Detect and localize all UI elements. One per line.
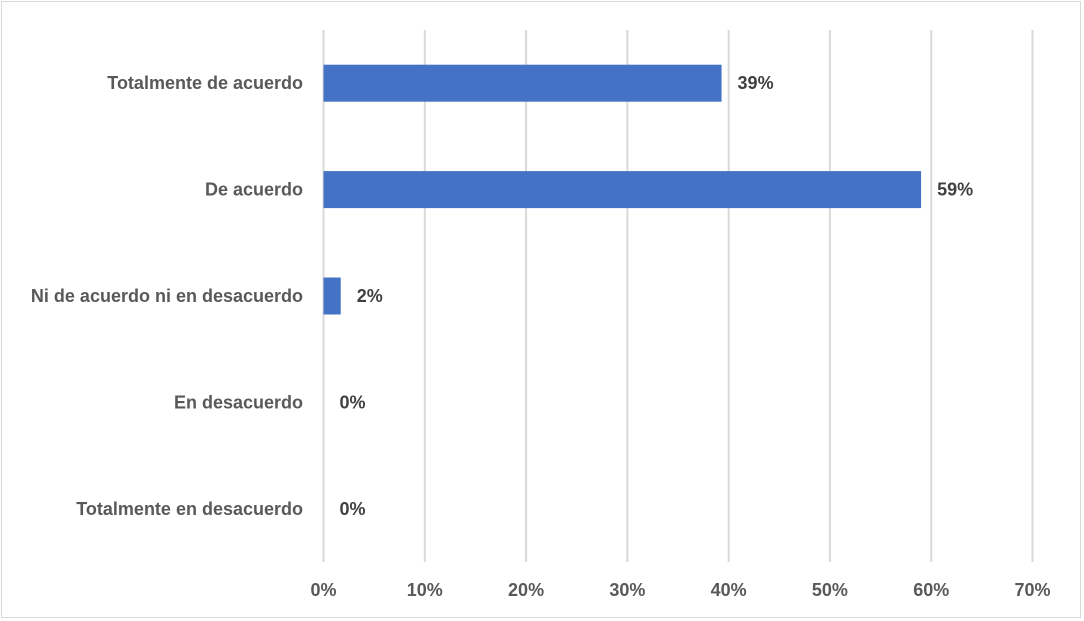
category-label: Totalmente de acuerdo	[107, 73, 303, 93]
bar	[323, 171, 922, 209]
data-label: 39%	[738, 73, 774, 93]
data-labels: 39% 59% 2% 0% 0%	[340, 73, 974, 519]
x-tick-labels: 0% 10% 20% 30% 40% 50% 60% 70%	[310, 580, 1050, 600]
category-label: En desacuerdo	[174, 392, 303, 412]
data-label: 2%	[357, 286, 383, 306]
data-label: 59%	[937, 180, 973, 200]
x-tick-label: 50%	[812, 580, 848, 600]
x-tick-label: 10%	[407, 580, 443, 600]
data-label: 0%	[340, 392, 366, 412]
x-tick-label: 70%	[1014, 580, 1050, 600]
gridlines	[322, 30, 1034, 562]
data-label: 0%	[340, 499, 366, 519]
category-label: De acuerdo	[205, 180, 303, 200]
category-labels: Totalmente de acuerdo De acuerdo Ni de acu…	[31, 73, 303, 519]
x-tick-label: 40%	[711, 580, 747, 600]
x-tick-label: 20%	[508, 580, 544, 600]
bars	[323, 64, 922, 315]
x-tick-label: 0%	[310, 580, 336, 600]
bar	[323, 277, 341, 315]
x-tick-label: 30%	[609, 580, 645, 600]
category-label: Totalmente en desacuerdo	[76, 499, 303, 519]
x-tick-label: 60%	[913, 580, 949, 600]
bar	[323, 64, 722, 102]
category-label: Ni de acuerdo ni en desacuerdo	[31, 286, 303, 306]
